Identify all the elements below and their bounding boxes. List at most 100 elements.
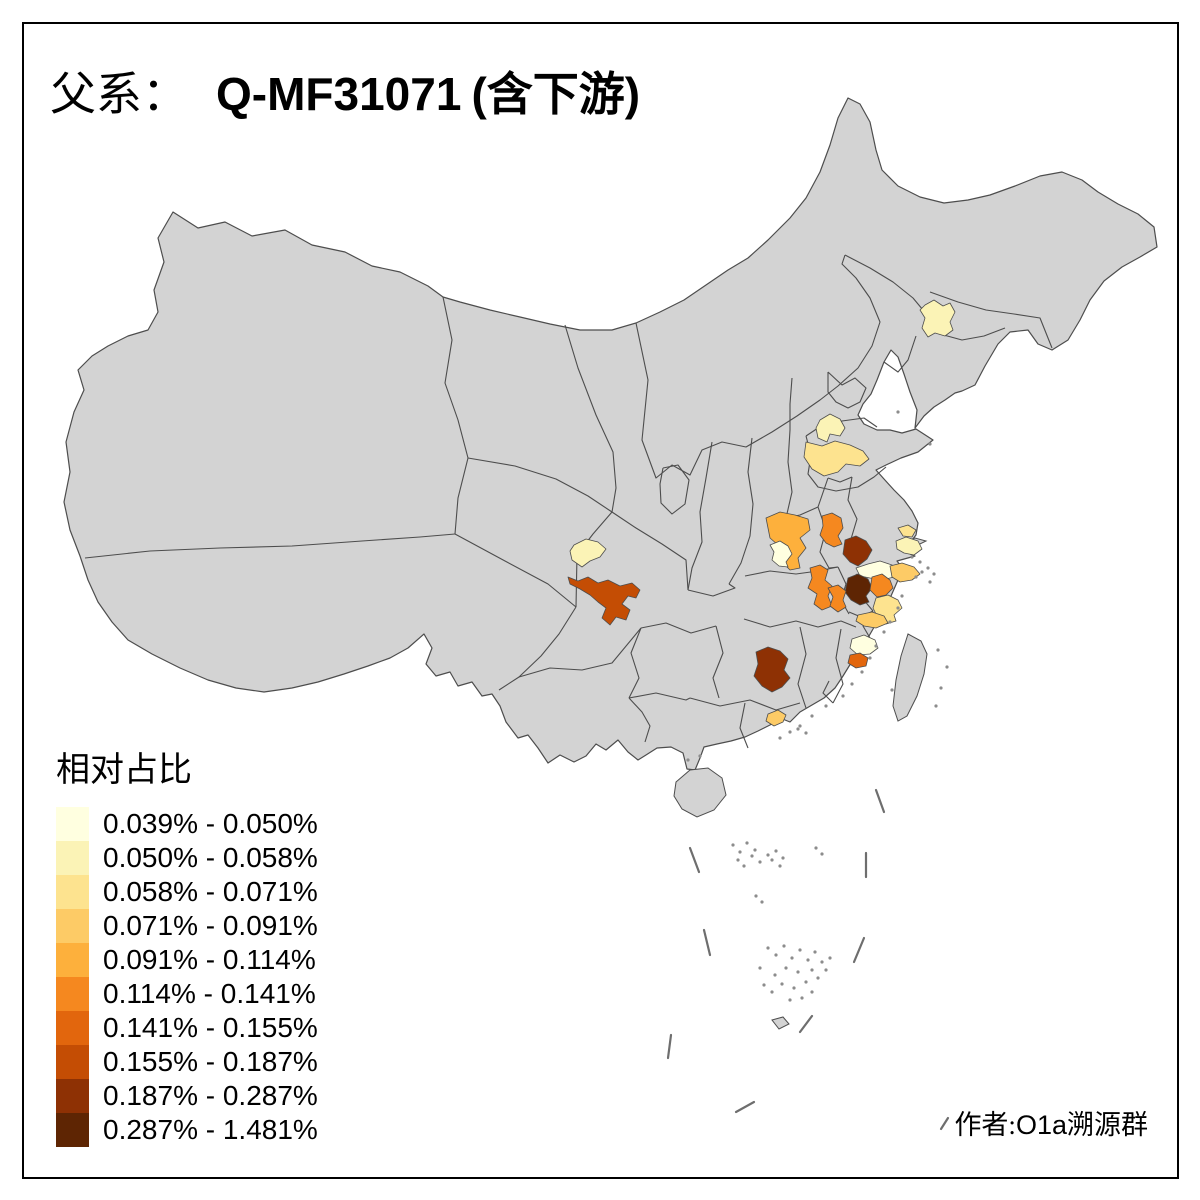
legend-label: 0.114% - 0.141% (103, 978, 316, 1009)
province-border (797, 626, 807, 709)
small-island-dot (796, 727, 800, 731)
colored-region-e-3 (842, 535, 873, 567)
legend-row: 0.141% - 0.155% (56, 1011, 318, 1045)
sea-boundary-dash (734, 1100, 756, 1114)
legend-swatch (56, 807, 89, 841)
small-island-dot (774, 953, 778, 957)
legend-row: 0.058% - 0.071% (56, 875, 318, 909)
small-island-dot (731, 843, 735, 847)
small-island-dot (790, 956, 794, 960)
small-island-dot (816, 976, 820, 980)
province-border (640, 622, 717, 634)
legend-swatch (56, 977, 89, 1011)
small-island-dot (882, 630, 886, 634)
small-island-dot (945, 665, 949, 669)
small-island-dot (890, 688, 894, 692)
sea-boundary-dash (874, 788, 886, 814)
legend-label: 0.058% - 0.071% (103, 876, 318, 907)
colored-region-sw-1 (569, 538, 607, 568)
colored-region-c-3 (819, 512, 844, 548)
small-island-dot (813, 950, 817, 954)
sea-boundary-dash (798, 1014, 814, 1034)
legend-row: 0.091% - 0.114% (56, 943, 318, 977)
colored-region-e-8 (869, 573, 894, 598)
province-border (467, 457, 613, 513)
province-border (498, 606, 577, 691)
province-border (635, 254, 881, 479)
legend-row: 0.039% - 0.050% (56, 807, 318, 841)
small-island-dot (766, 946, 770, 950)
small-island-dot (810, 968, 814, 972)
legend-swatch (56, 875, 89, 909)
legend-row: 0.155% - 0.187% (56, 1045, 318, 1079)
small-island-dot (778, 736, 782, 740)
title-chinese-suffix: (含下游) (471, 68, 641, 120)
province-border (687, 583, 736, 597)
legend-row: 0.114% - 0.141% (56, 977, 318, 1011)
small-island-dot (766, 853, 770, 857)
colored-region-se-1 (849, 634, 879, 656)
small-island-dot (736, 858, 740, 862)
small-island-dot (798, 724, 802, 728)
province-border (84, 533, 456, 559)
sea-boundary-dash (702, 928, 712, 957)
small-island-dot (810, 990, 814, 994)
small-island-dot (932, 572, 936, 576)
small-island-dot (798, 948, 802, 952)
attribution-latin: O1a (1015, 1110, 1067, 1140)
legend-label: 0.050% - 0.058% (103, 842, 318, 873)
legend-swatch (56, 1045, 89, 1079)
small-island-dot (796, 970, 800, 974)
legend-swatch (56, 1113, 89, 1147)
small-island-dot (896, 410, 900, 414)
legend: 相对占比 0.039% - 0.050% 0.050% - 0.058% 0.058… (56, 742, 318, 1147)
small-island-dot (820, 960, 824, 964)
small-island-dot (918, 560, 922, 564)
colored-region-e-2 (803, 440, 870, 477)
small-island-dot (936, 648, 940, 652)
colored-region-c-1 (765, 511, 811, 571)
small-island-dot (774, 849, 778, 853)
province-border (689, 697, 801, 711)
province-border (785, 377, 793, 519)
colored-region-s-2 (765, 709, 787, 727)
province-border (883, 335, 917, 373)
title-haplogroup-code: Q-MF31071 (216, 68, 462, 120)
small-island-dot (781, 856, 785, 860)
small-island-dot (814, 846, 818, 850)
legend-row: 0.050% - 0.058% (56, 841, 318, 875)
small-island-dot (762, 983, 766, 987)
small-island-dot (806, 958, 810, 962)
small-island-dot (934, 704, 938, 708)
small-island-dot (910, 555, 914, 559)
province-border (687, 441, 713, 591)
small-island-dot (778, 864, 782, 868)
small-island-dot (928, 580, 932, 584)
province-border (929, 291, 1053, 349)
colored-region-sw-2 (567, 576, 641, 626)
small-island-dot (900, 594, 904, 598)
small-island-dot (698, 754, 702, 758)
attribution: 作者:O1a溯源群 (954, 1103, 1148, 1142)
small-island-dot (788, 998, 792, 1002)
small-island-dot (874, 644, 878, 648)
small-island-dot (860, 670, 864, 674)
province-border (827, 371, 867, 409)
legend-swatch (56, 943, 89, 977)
province-border (728, 437, 754, 585)
legend-swatch (56, 1011, 89, 1045)
small-island-dot (758, 966, 762, 970)
colored-region-c-5 (827, 584, 847, 613)
island-hainan (673, 767, 727, 818)
small-island-dot (758, 860, 762, 864)
legend-swatch (56, 1079, 89, 1113)
small-island-dot (804, 731, 808, 735)
small-island-dot (914, 575, 918, 579)
title-chinese-prefix: 父系： (50, 69, 188, 120)
small-island-dot (896, 606, 900, 610)
sea-boundary-dash (688, 846, 701, 874)
small-island-dot (926, 566, 930, 570)
small-island-dot (784, 966, 788, 970)
